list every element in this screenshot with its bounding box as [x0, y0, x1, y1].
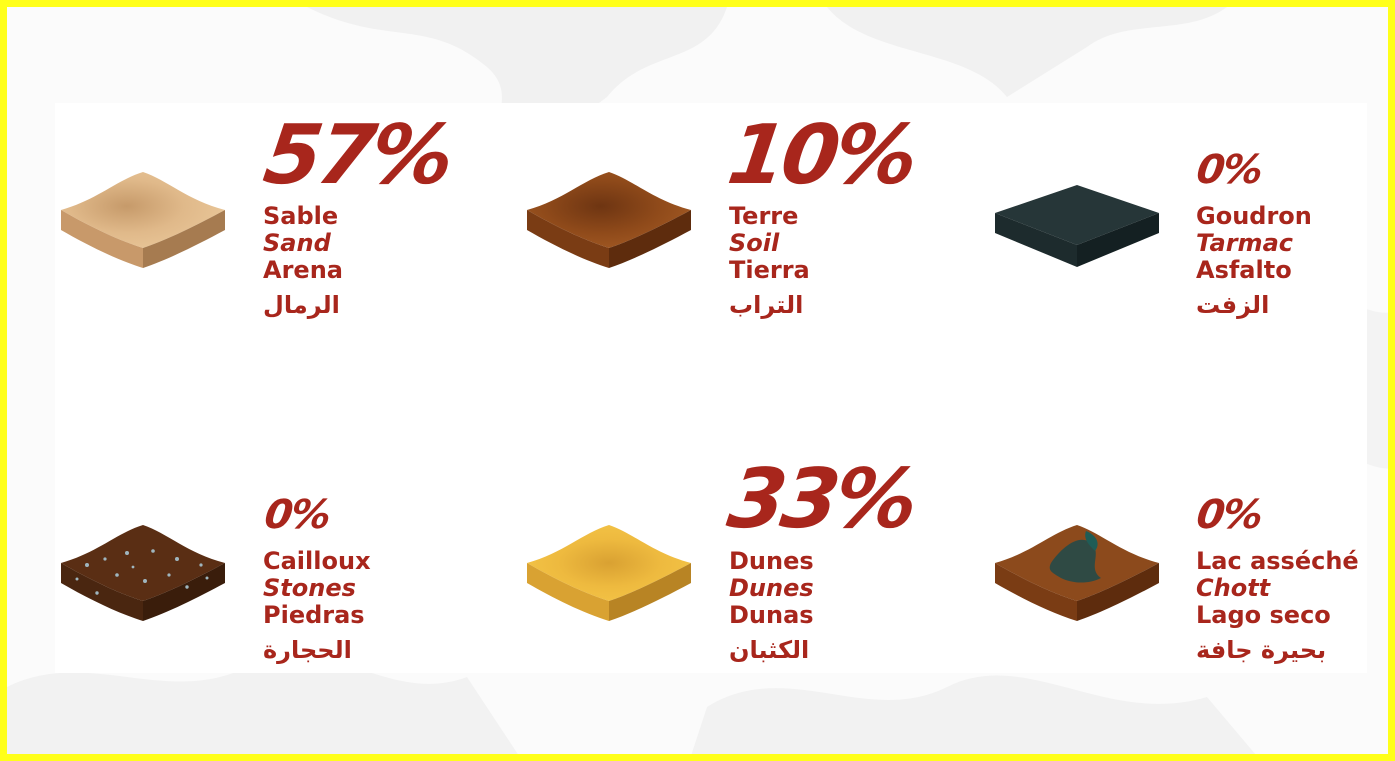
soil-label-es: Tierra [729, 256, 810, 284]
sand-tile-icon [61, 172, 225, 268]
stones-tile-icon [61, 525, 225, 621]
chott-label-en: Chott [1196, 574, 1271, 602]
stones-names: Cailloux Stones Piedras الحجارة [263, 548, 371, 664]
stones-label-en: Stones [263, 574, 356, 602]
stones-percent: 0% [261, 492, 333, 538]
soil-percent: 10% [722, 108, 921, 203]
sand-percent: 57% [258, 108, 457, 203]
dunes-label-fr: Dunes [729, 547, 814, 575]
tarmac-tile-icon [995, 185, 1159, 267]
tarmac-label-ar: الزفت [1196, 291, 1270, 319]
dunes-tile-icon [527, 525, 691, 621]
chott-names: Lac asséché Chott Lago seco بحيرة جافة [1196, 548, 1359, 664]
dunes-label-ar: الكثبان [729, 636, 810, 664]
content-panel [55, 103, 1367, 673]
stones-label-es: Piedras [263, 601, 365, 629]
dunes-label-es: Dunas [729, 601, 814, 629]
tarmac-label-en: Tarmac [1196, 229, 1293, 257]
dunes-label-en: Dunes [729, 574, 814, 602]
dry-lake-tile-icon [995, 525, 1159, 621]
chott-label-es: Lago seco [1196, 601, 1331, 629]
chott-label-fr: Lac asséché [1196, 547, 1359, 575]
chott-label-ar: بحيرة جافة [1196, 636, 1327, 664]
tarmac-names: Goudron Tarmac Asfalto الزفت [1196, 203, 1312, 319]
soil-tile-icon [527, 172, 691, 268]
dunes-percent: 33% [722, 452, 921, 547]
soil-label-ar: التراب [729, 291, 804, 319]
tarmac-label-fr: Goudron [1196, 202, 1312, 230]
stones-label-fr: Cailloux [263, 547, 371, 575]
sand-label-es: Arena [263, 256, 343, 284]
sand-label-ar: الرمال [263, 291, 340, 319]
tarmac-percent: 0% [1193, 147, 1265, 193]
chott-percent: 0% [1193, 492, 1265, 538]
sand-label-fr: Sable [263, 202, 339, 230]
soil-label-fr: Terre [729, 202, 799, 230]
soil-names: Terre Soil Tierra التراب [729, 203, 810, 319]
tarmac-label-es: Asfalto [1196, 256, 1292, 284]
sand-names: Sable Sand Arena الرمال [263, 203, 343, 319]
sand-label-en: Sand [263, 229, 331, 257]
stones-label-ar: الحجارة [263, 636, 352, 664]
soil-label-en: Soil [729, 229, 780, 257]
dunes-names: Dunes Dunes Dunas الكثبان [729, 548, 814, 664]
